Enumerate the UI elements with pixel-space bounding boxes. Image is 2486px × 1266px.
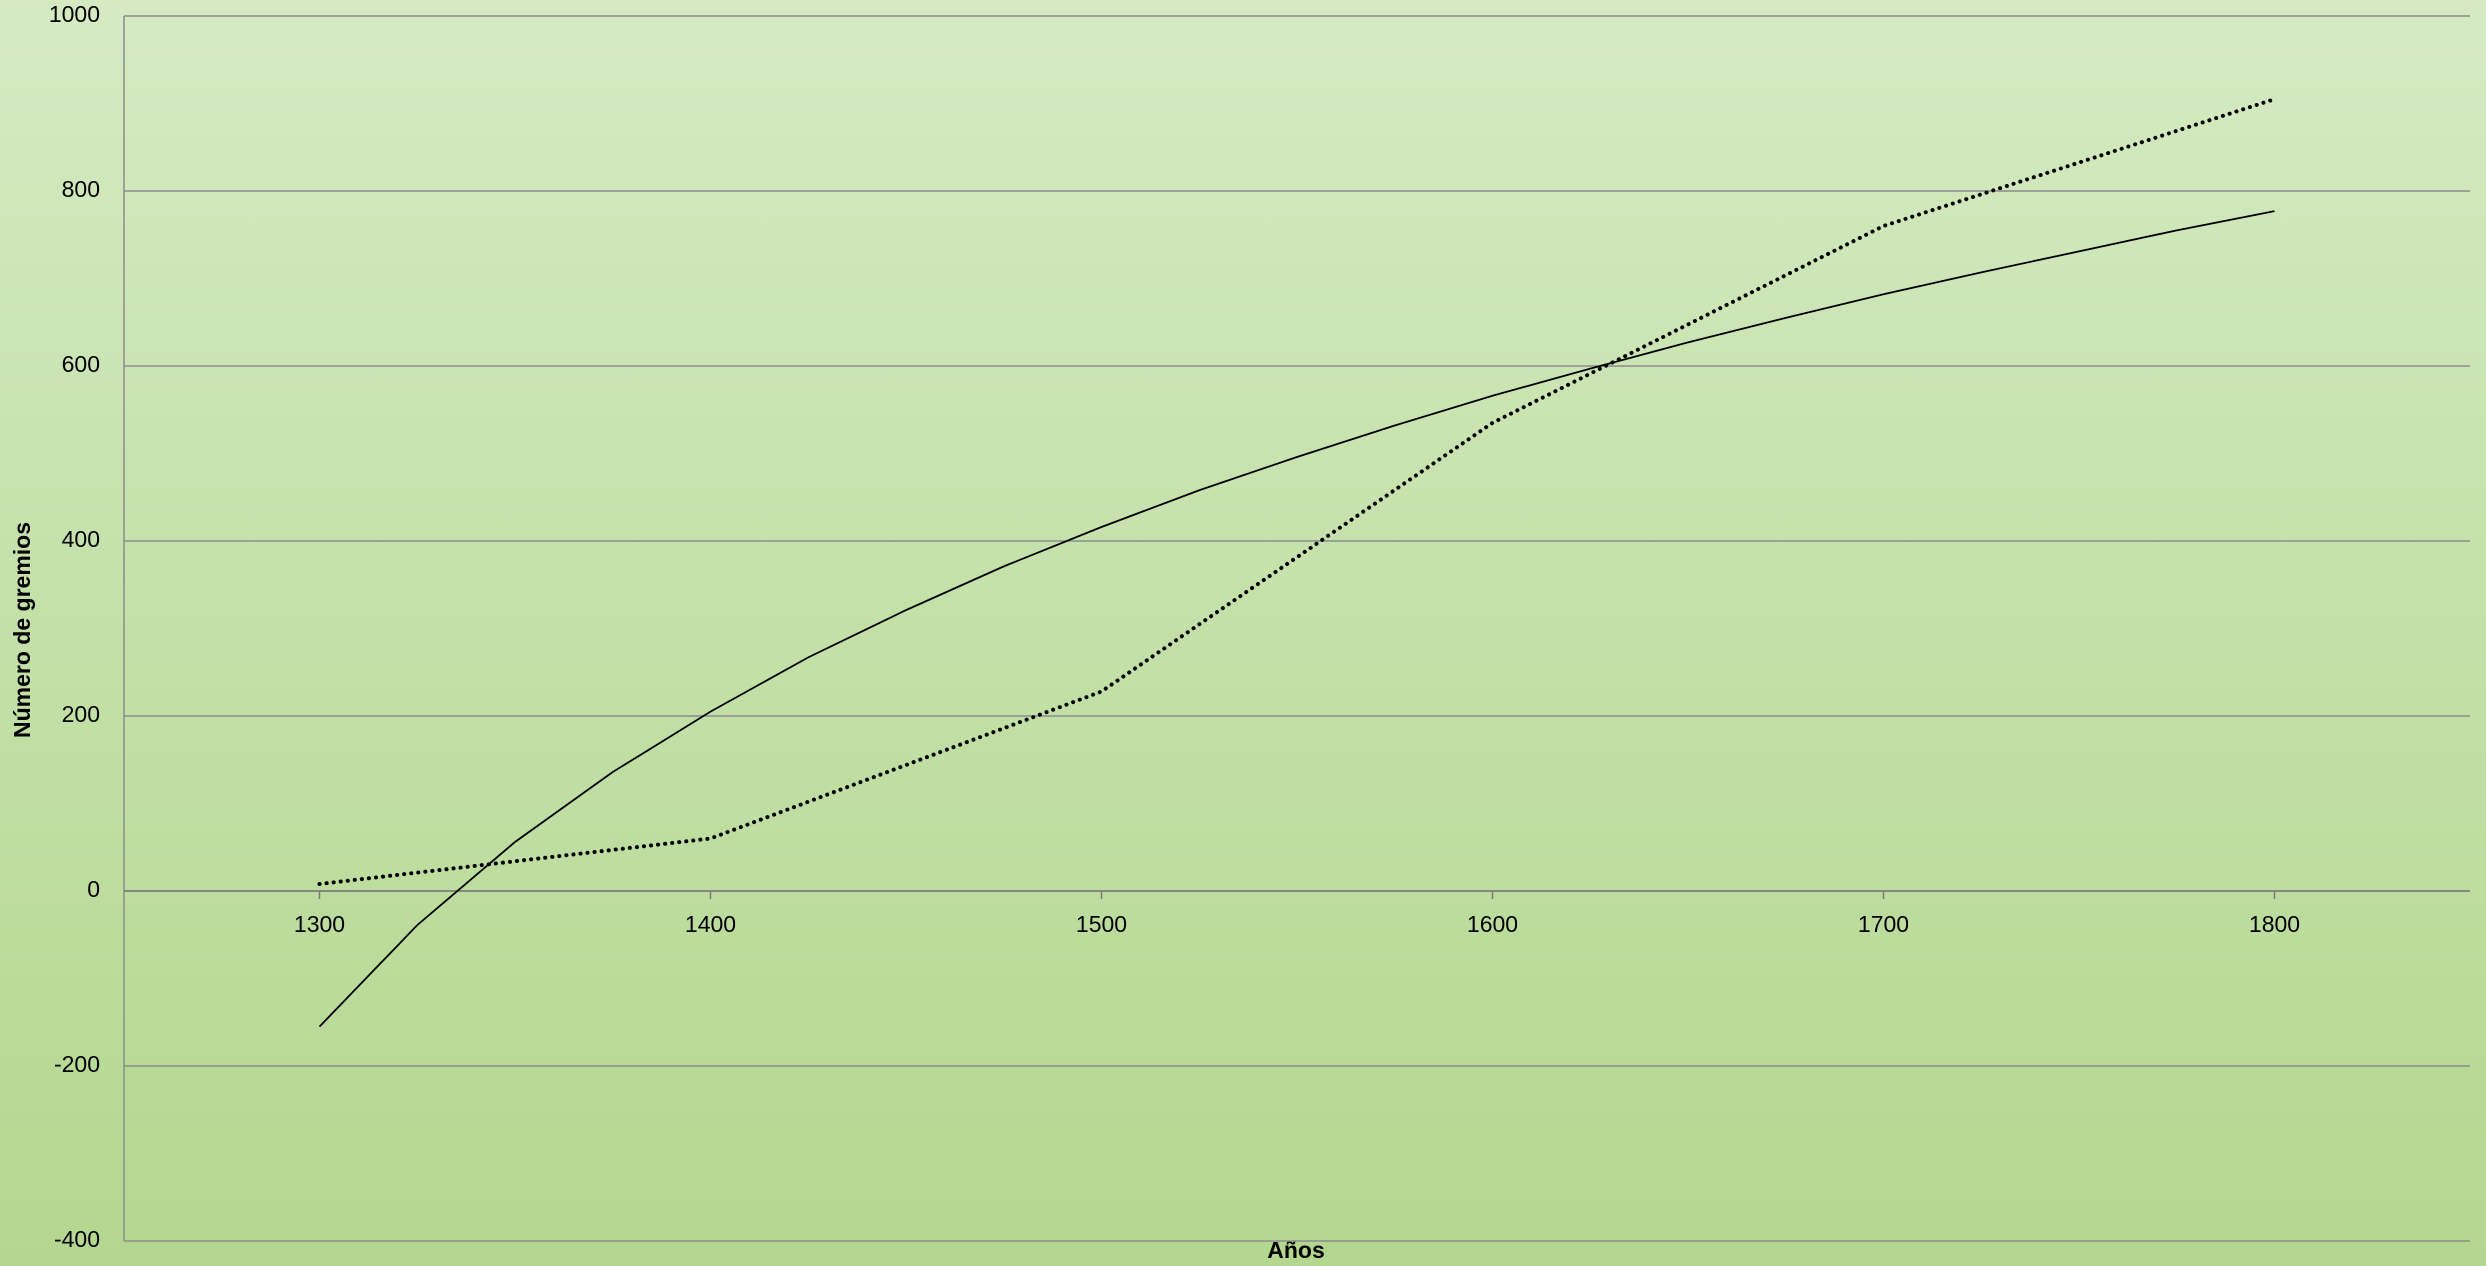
- x-tick-label: 1800: [2249, 911, 2300, 937]
- x-tick-label: 1400: [685, 911, 736, 937]
- y-tick-label: -200: [54, 1051, 100, 1077]
- y-tick-label: 400: [62, 526, 100, 552]
- y-tick-label: -400: [54, 1226, 100, 1252]
- y-tick-label: 1000: [49, 1, 100, 27]
- y-tick-label: 200: [62, 701, 100, 727]
- y-tick-label: 0: [87, 876, 100, 902]
- y-axis-title: Número de gremios: [9, 522, 35, 738]
- y-tick-label: 800: [62, 176, 100, 202]
- series-line: [318, 210, 2275, 1028]
- x-tick-label: 1700: [1858, 911, 1909, 937]
- series-line: [317, 97, 2277, 886]
- x-tick-label: 1500: [1076, 911, 1127, 937]
- x-tick-label: 1600: [1467, 911, 1518, 937]
- y-tick-label: 600: [62, 351, 100, 377]
- x-tick-label: 1300: [294, 911, 345, 937]
